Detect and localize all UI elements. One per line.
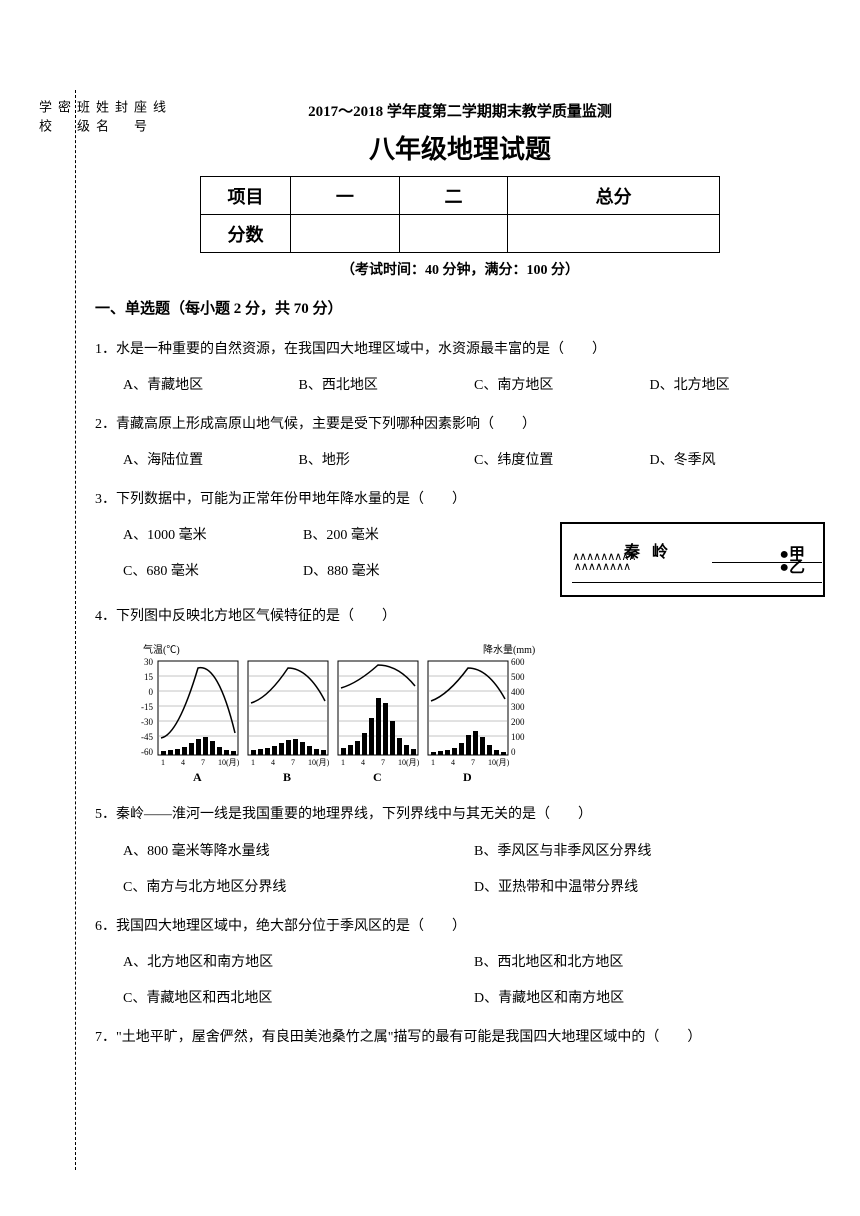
table-header: 二 (399, 177, 508, 215)
option: A、青藏地区 (123, 368, 299, 404)
question-5: 5．秦岭——淮河一线是我国重要的地理界线，下列界线中与其无关的是（ ） A、80… (95, 797, 825, 906)
option: C、纬度位置 (474, 443, 650, 479)
option: D、880 毫米 (303, 554, 483, 590)
option: D、青藏地区和南方地区 (474, 981, 825, 1017)
option: B、地形 (299, 443, 475, 479)
option: A、海陆位置 (123, 443, 299, 479)
svg-text:0: 0 (149, 687, 154, 697)
table-header: 总分 (508, 177, 720, 215)
svg-text:4: 4 (181, 758, 185, 767)
option: A、1000 毫米 (123, 518, 303, 554)
table-cell (399, 215, 508, 253)
question-3: 3．下列数据中，可能为正常年份甲地年降水量的是（ ） A、1000 毫米 B、2… (95, 482, 825, 597)
svg-text:600: 600 (511, 657, 525, 667)
svg-text:1: 1 (341, 758, 345, 767)
question-4: 4．下列图中反映北方地区气候特征的是（ ） 气温(℃) 30 15 0 -15 … (95, 599, 825, 793)
option: A、800 毫米等降水量线 (123, 834, 474, 870)
svg-text:7: 7 (291, 758, 295, 767)
svg-text:10(月): 10(月) (398, 758, 420, 767)
table-cell (291, 215, 400, 253)
svg-text:200: 200 (511, 717, 525, 727)
svg-text:400: 400 (511, 687, 525, 697)
exam-info: （考试时间：40 分钟，满分：100 分） (95, 259, 825, 279)
option: D、冬季风 (650, 443, 826, 479)
svg-text:10(月): 10(月) (218, 758, 240, 767)
svg-text:-45: -45 (141, 732, 153, 742)
qinling-diagram: 秦岭 ∧∧∧∧∧∧∧∧∧ ∧∧∧∧∧∧∧∧ ●甲 ●乙 (560, 522, 825, 597)
chart-c: 1 4 7 10(月) C (338, 661, 420, 784)
svg-text:-30: -30 (141, 717, 153, 727)
section-title: 一、单选题（每小题 2 分，共 70 分） (95, 297, 825, 318)
svg-text:-60: -60 (141, 747, 153, 757)
svg-text:B: B (283, 770, 291, 784)
question-2: 2．青藏高原上形成高原山地气候，主要是受下列哪种因素影响（ ） A、海陆位置 B… (95, 407, 825, 480)
svg-text:A: A (193, 770, 202, 784)
exam-header-1: 2017～2018 学年度第二学期期末教学质量监测 (95, 100, 825, 121)
rain-axis-label: 降水量(mm) (483, 643, 535, 656)
svg-text:4: 4 (361, 758, 365, 767)
svg-text:10(月): 10(月) (308, 758, 330, 767)
binding-label: 班级 (73, 100, 92, 1120)
exam-title: 八年级地理试题 (95, 129, 825, 166)
chart-b: 1 4 7 10(月) B (248, 661, 330, 784)
option: C、南方与北方地区分界线 (123, 870, 474, 906)
option: C、南方地区 (474, 368, 650, 404)
question-1: 1．水是一种重要的自然资源，在我国四大地理区域中，水资源最丰富的是（ ） A、青… (95, 332, 825, 405)
binding-label: 密 (54, 100, 73, 1120)
option: D、北方地区 (650, 368, 826, 404)
svg-text:4: 4 (271, 758, 275, 767)
main-content: 2017～2018 学年度第二学期期末教学质量监测 八年级地理试题 项目 一 二… (95, 100, 825, 1058)
option: A、北方地区和南方地区 (123, 945, 474, 981)
svg-text:4: 4 (451, 758, 455, 767)
svg-text:1: 1 (251, 758, 255, 767)
option: B、季风区与非季风区分界线 (474, 834, 825, 870)
option: B、西北地区 (299, 368, 475, 404)
question-6: 6．我国四大地理区域中，绝大部分位于季风区的是（ ） A、北方地区和南方地区 B… (95, 909, 825, 1018)
svg-text:C: C (373, 770, 382, 784)
svg-text:15: 15 (144, 672, 154, 682)
table-cell (508, 215, 720, 253)
table-row-label: 分数 (201, 215, 291, 253)
score-table: 项目 一 二 总分 分数 (200, 176, 720, 253)
option: C、680 毫米 (123, 554, 303, 590)
svg-text:7: 7 (201, 758, 205, 767)
temp-axis-label: 气温(℃) (143, 643, 180, 656)
svg-text:-15: -15 (141, 702, 153, 712)
svg-text:100: 100 (511, 732, 525, 742)
svg-text:500: 500 (511, 672, 525, 682)
svg-text:300: 300 (511, 702, 525, 712)
svg-text:1: 1 (431, 758, 435, 767)
svg-text:D: D (463, 770, 472, 784)
option: B、西北地区和北方地区 (474, 945, 825, 981)
binding-label: 学校 (35, 100, 54, 1120)
svg-text:7: 7 (471, 758, 475, 767)
chart-a: 1 4 7 10(月) A (158, 661, 240, 784)
svg-text:7: 7 (381, 758, 385, 767)
svg-text:1: 1 (161, 758, 165, 767)
table-header: 项目 (201, 177, 291, 215)
climate-charts: 气温(℃) 30 15 0 -15 -30 -45 -60 降水量(mm) 60… (123, 643, 543, 793)
option: B、200 毫米 (303, 518, 483, 554)
question-7: 7．"土地平旷，屋舍俨然，有良田美池桑竹之属"描写的最有可能是我国四大地理区域中… (95, 1020, 825, 1056)
svg-text:10(月): 10(月) (488, 758, 510, 767)
option: C、青藏地区和西北地区 (123, 981, 474, 1017)
table-header: 一 (291, 177, 400, 215)
option: D、亚热带和中温带分界线 (474, 870, 825, 906)
svg-text:0: 0 (511, 747, 516, 757)
svg-text:30: 30 (144, 657, 154, 667)
chart-d: 1 4 7 10(月) D (428, 661, 510, 784)
